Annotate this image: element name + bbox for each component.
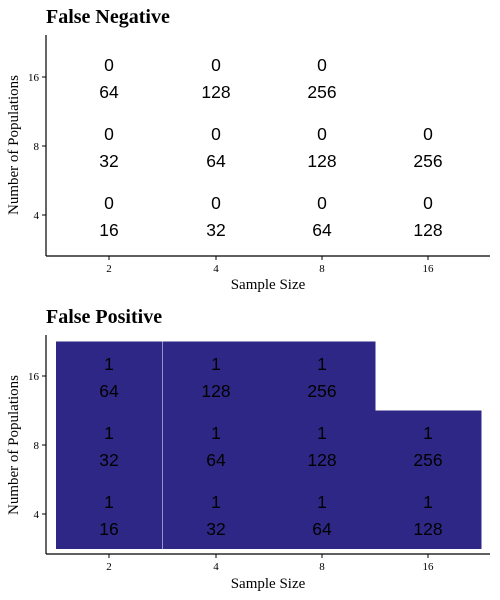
cell-count-label: 128 [201,82,230,102]
cell-value-label: 0 [211,124,221,144]
heatmap-tile [163,479,270,549]
x-tick-label: 16 [423,263,435,275]
y-tick-label: 4 [34,509,40,521]
cell-count-label: 128 [307,151,336,171]
cell-count-label: 128 [413,519,442,539]
cell-count-label: 16 [99,220,118,240]
x-axis-ticks: 2 4 8 16 [106,554,434,573]
cell-value-label: 1 [423,423,433,443]
cell-value-label: 0 [423,124,433,144]
cell-count-label: 64 [99,82,119,102]
cell-value-label: 0 [317,193,327,213]
false-positive-panel: False Positive 1641128125613216411281256… [6,306,490,592]
heatmap-tile [56,410,163,480]
cell-count-label: 128 [413,220,442,240]
cell-count-label: 64 [99,381,119,401]
y-tick-label: 8 [34,141,40,153]
cell-count-label: 32 [206,519,225,539]
x-tick-label: 2 [106,561,112,573]
y-axis-title: Number of Populations [6,375,22,515]
false-negative-panel: False Negative 0 64 0 128 0 256 0 32 0 64 0 128 0 256… [6,6,490,293]
cell-count-label: 64 [312,220,332,240]
cell-count-label: 32 [206,220,225,240]
cell-count-label: 32 [99,151,118,171]
cell-count-label: 32 [99,450,118,470]
x-axis-title: Sample Size [231,277,306,293]
cell-value-label: 1 [211,354,221,374]
cell-value-label: 0 [317,124,327,144]
heatmap-tile [375,479,482,549]
cell-count-label: 64 [206,450,226,470]
cell-count-label: 64 [312,519,332,539]
cell-count-label: 16 [99,519,118,539]
cell-value-label: 0 [423,193,433,213]
cell-value-label: 1 [211,492,221,512]
heatmap-tile [269,479,376,549]
heatmap-tile [56,479,163,549]
x-axis-ticks: 2 4 8 16 [106,256,434,275]
cell-value-label: 1 [317,423,327,443]
x-tick-label: 4 [213,561,219,573]
cell-value-label: 1 [104,354,114,374]
cell-count-label: 256 [307,82,336,102]
cell-count-label: 64 [206,151,226,171]
y-axis-ticks: 4 8 16 [28,72,46,222]
heatmap-tile [163,410,270,480]
cell-value-label: 0 [104,193,114,213]
heatmap-tile [269,341,376,411]
cell-count-label: 128 [201,381,230,401]
panel-title: False Negative [46,6,170,28]
cell-value-label: 1 [211,423,221,443]
cell-value-label: 1 [423,492,433,512]
y-axis-ticks: 4 8 16 [28,371,46,521]
y-tick-label: 16 [28,371,40,383]
cell-count-label: 256 [413,450,442,470]
cell-value-label: 1 [317,492,327,512]
cell-count-label: 128 [307,450,336,470]
x-tick-label: 16 [423,561,435,573]
cell-value-label: 1 [104,492,114,512]
cell-value-label: 0 [211,55,221,75]
x-tick-label: 8 [319,263,325,275]
cell-value-label: 1 [317,354,327,374]
x-tick-label: 8 [319,561,325,573]
y-tick-label: 8 [34,440,40,452]
cell-value-label: 0 [211,193,221,213]
heatmap-tile [56,341,163,411]
cell-value-label: 0 [317,55,327,75]
cell-count-label: 256 [413,151,442,171]
x-tick-label: 4 [213,263,219,275]
cell-count-label: 256 [307,381,336,401]
heatmap-tile [375,410,482,480]
cell-value-label: 0 [104,55,114,75]
y-tick-label: 4 [34,210,40,222]
cell-value-label: 0 [104,124,114,144]
x-tick-label: 2 [106,263,112,275]
heatmap-cells: 0 64 0 128 0 256 0 32 0 64 0 128 0 256 0 16 0 32 0 64 0 128 [99,55,442,240]
cell-value-label: 1 [104,423,114,443]
heatmap-cells: 1 64 1 128 1 256 1 32 1 64 1 128 1 256 1 16 1 32 1 64 1 128 [56,341,482,549]
heatmap-tile [163,341,270,411]
y-axis-title: Number of Populations [6,75,22,215]
x-axis-title: Sample Size [231,576,306,592]
panel-title: False Positive [46,306,162,328]
y-tick-label: 16 [28,72,40,84]
heatmap-tile [269,410,376,480]
